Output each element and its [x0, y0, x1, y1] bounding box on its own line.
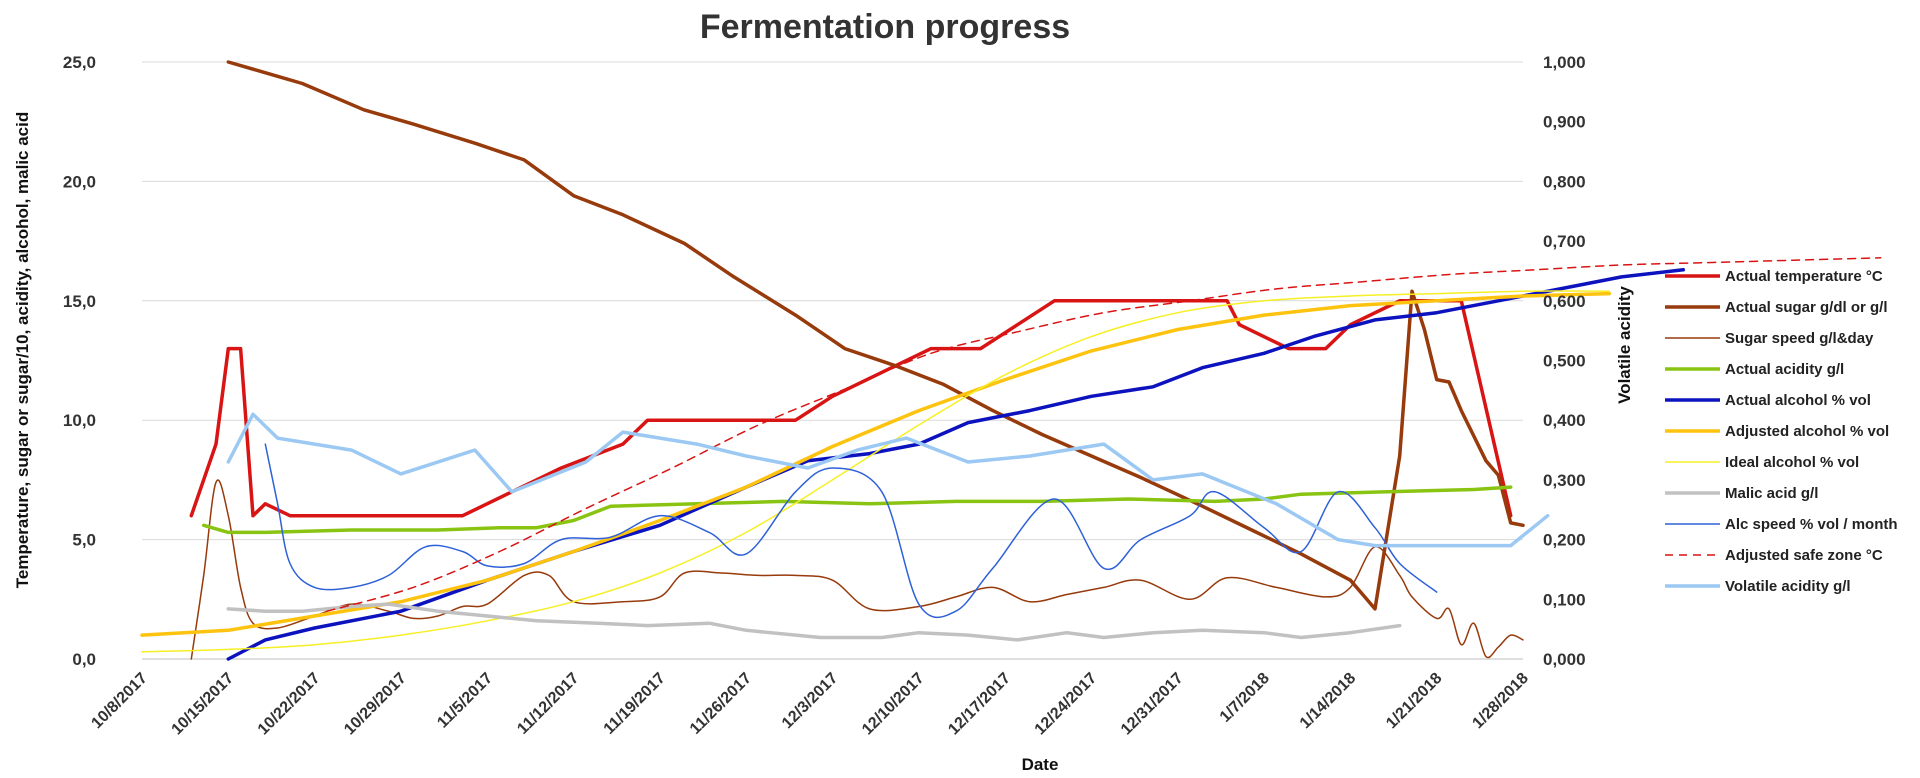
- y-tick-label: 5,0: [72, 531, 96, 550]
- y-axis-title: Temperature, sugar or sugar/10, acidity,…: [13, 112, 32, 588]
- x-tick-label: 10/15/2017: [168, 670, 237, 739]
- y-tick-label: 15,0: [63, 292, 96, 311]
- y2-tick-label: 0,000: [1543, 650, 1586, 669]
- x-axis-title: Date: [1022, 755, 1059, 774]
- x-tick-label: 12/3/2017: [779, 670, 841, 732]
- x-tick-label: 1/14/2018: [1297, 670, 1359, 732]
- y-tick-label: 0,0: [72, 650, 96, 669]
- y-tick-label: 20,0: [63, 172, 96, 191]
- legend-label: Adjusted safe zone °C: [1725, 547, 1883, 564]
- series-line: [326, 257, 1882, 612]
- series-line: [189, 299, 1513, 518]
- legend-label: Actual acidity g/l: [1725, 361, 1844, 378]
- x-tick-label: 12/10/2017: [859, 670, 928, 739]
- series-line: [201, 485, 1513, 535]
- legend: Actual temperature °C Actual sugar g/dl o…: [1665, 268, 1898, 595]
- series-line: [264, 443, 1438, 619]
- legend-label: Ideal alcohol % vol: [1725, 454, 1859, 471]
- y2-tick-label: 0,900: [1543, 113, 1586, 132]
- x-tick-label: 11/5/2017: [434, 670, 496, 732]
- y2-axis-title: Volatile acidity: [1615, 286, 1634, 404]
- legend-label: Alc speed % vol / month: [1725, 516, 1898, 533]
- x-axis-ticks: 10/8/2017 10/15/2017 10/22/2017 10/29/2017 1…: [88, 670, 1531, 739]
- legend-label: Volatile acidity g/l: [1725, 578, 1851, 595]
- legend-label: Malic acid g/l: [1725, 485, 1818, 502]
- series-line: [141, 290, 1611, 653]
- legend-label: Sugar speed g/l&day: [1725, 330, 1874, 347]
- series-line: [226, 60, 1525, 611]
- series-line: [226, 602, 1402, 642]
- x-tick-label: 1/28/2018: [1469, 670, 1531, 732]
- y2-tick-label: 0,600: [1543, 292, 1586, 311]
- series-line: [226, 412, 1550, 548]
- chart-title: Fermentation progress: [700, 8, 1070, 46]
- series-line: [140, 291, 1612, 637]
- y2-tick-label: 0,100: [1543, 590, 1586, 609]
- series-lines: [140, 60, 1882, 661]
- y2-tick-label: 1,000: [1543, 53, 1586, 72]
- y-tick-label: 10,0: [63, 411, 96, 430]
- y-axis-ticks: 0,0 5,0 10,0 15,0 20,0 25,0: [63, 53, 96, 669]
- y2-tick-label: 0,500: [1543, 352, 1586, 371]
- x-tick-label: 11/12/2017: [514, 670, 582, 738]
- series-line: [190, 479, 1524, 660]
- y2-tick-label: 0,400: [1543, 411, 1586, 430]
- y2-tick-label: 0,700: [1543, 232, 1586, 251]
- x-tick-label: 12/17/2017: [945, 670, 1014, 739]
- gridlines: [142, 61, 1523, 660]
- x-tick-label: 10/29/2017: [341, 670, 410, 739]
- legend-label: Actual sugar g/dl or g/l: [1725, 299, 1888, 316]
- y2-tick-label: 0,200: [1543, 531, 1586, 550]
- x-tick-label: 1/7/2018: [1217, 670, 1273, 726]
- x-tick-label: 11/19/2017: [601, 670, 669, 738]
- x-tick-label: 12/24/2017: [1032, 670, 1101, 739]
- legend-label: Actual alcohol % vol: [1725, 392, 1871, 409]
- legend-label: Actual temperature °C: [1725, 268, 1883, 285]
- series-line: [226, 268, 1686, 661]
- x-tick-label: 10/8/2017: [88, 670, 150, 732]
- y2-tick-label: 0,800: [1543, 172, 1586, 191]
- legend-label: Adjusted alcohol % vol: [1725, 423, 1889, 440]
- x-tick-label: 12/31/2017: [1118, 670, 1187, 739]
- y2-axis-ticks: 0,000 0,100 0,200 0,300 0,400 0,500 0,600 0,700…: [1543, 53, 1586, 669]
- y-tick-label: 25,0: [63, 53, 96, 72]
- x-tick-label: 1/21/2018: [1383, 670, 1445, 732]
- x-tick-label: 11/26/2017: [687, 670, 755, 738]
- y2-tick-label: 0,300: [1543, 471, 1586, 490]
- x-tick-label: 10/22/2017: [255, 670, 324, 739]
